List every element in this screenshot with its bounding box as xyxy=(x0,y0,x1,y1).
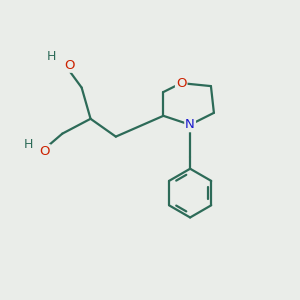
Text: O: O xyxy=(39,145,50,158)
Text: O: O xyxy=(176,76,187,90)
Text: N: N xyxy=(185,118,195,131)
Text: H: H xyxy=(23,138,33,151)
Text: O: O xyxy=(64,59,75,72)
Text: H: H xyxy=(47,50,57,63)
